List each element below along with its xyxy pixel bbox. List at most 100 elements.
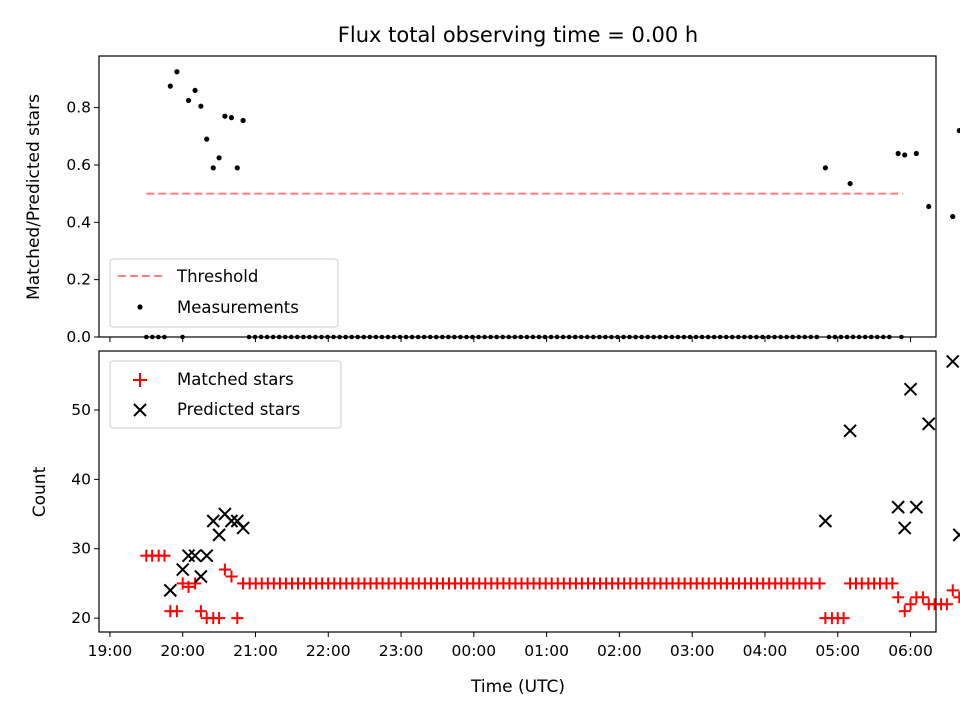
bottom-ytick-label: 50 — [71, 401, 91, 419]
measurement-point — [246, 334, 252, 340]
top-ytick-label: 0.0 — [66, 328, 91, 346]
predicted-x-b — [181, 548, 196, 563]
measurement-point — [790, 334, 795, 340]
xtick-label: 00:00 — [451, 642, 496, 660]
measurement-point — [192, 87, 198, 94]
measurement-point — [397, 334, 403, 340]
matched-star-point — [953, 591, 960, 604]
measurement-point — [452, 334, 457, 340]
measurement-point — [349, 334, 355, 340]
measurement-point — [572, 334, 578, 340]
matched-star-point — [170, 605, 183, 618]
measurement-point — [198, 103, 204, 109]
measurement-point — [899, 334, 904, 340]
measurements-legend-swatch — [137, 304, 143, 310]
predicted-x-b — [218, 507, 232, 521]
matched-star-point — [940, 598, 953, 611]
measurement-point — [373, 334, 379, 340]
predicted-x-b — [952, 532, 960, 542]
predicted-x-b — [175, 562, 190, 577]
predicted-star-point — [843, 424, 857, 438]
measurement-point — [331, 334, 336, 340]
matched-legend-label: Matched stars — [177, 370, 294, 389]
matched-star-point — [218, 563, 231, 576]
predicted-x-b — [891, 500, 905, 514]
measurement-point — [784, 334, 789, 340]
measurement-point — [802, 334, 808, 340]
measurement-point — [385, 334, 391, 340]
measurement-point — [301, 334, 306, 340]
measurement-point — [669, 334, 675, 340]
measurement-point — [403, 334, 409, 340]
predicted-x-b — [188, 548, 202, 563]
measurement-point — [216, 155, 222, 161]
predicted-x-b — [224, 514, 239, 528]
xtick-label: 03:00 — [670, 642, 715, 660]
measurement-point — [621, 334, 626, 340]
matched-star-point — [158, 549, 171, 562]
measurement-point — [772, 334, 777, 340]
predicted-star-point — [897, 521, 912, 535]
measurement-point — [778, 334, 783, 340]
measurement-point — [264, 334, 270, 340]
measurement-point — [895, 150, 901, 157]
bottom-ytick-label: 20 — [71, 609, 91, 627]
measurements-legend-label: Measurements — [177, 298, 299, 317]
xtick-label: 19:00 — [88, 642, 133, 660]
measurement-point — [902, 152, 908, 158]
measurement-point — [343, 334, 348, 340]
bottom-ylabel: Count — [30, 466, 50, 517]
predicted-x-b — [897, 521, 912, 535]
measurement-point — [742, 334, 747, 340]
measurement-point — [488, 334, 493, 340]
measurement-point — [295, 334, 300, 340]
predicted-x-b — [909, 500, 924, 514]
measurement-point — [512, 334, 518, 340]
measurement-point — [822, 165, 828, 171]
measurement-point — [766, 334, 771, 340]
matched-star-point — [813, 577, 826, 590]
predicted-x-b — [163, 583, 178, 598]
xtick-label: 01:00 — [524, 642, 569, 660]
measurement-point — [729, 334, 735, 340]
measurement-point — [500, 334, 506, 340]
matched-star-point — [225, 570, 238, 583]
top-panel-frame — [98, 55, 937, 338]
measurement-point — [524, 334, 530, 340]
predicted-star-point — [922, 417, 936, 431]
matched-star-point — [182, 580, 195, 593]
matched-star-point — [946, 584, 959, 597]
measurement-point — [760, 334, 765, 340]
chart-title: Flux total observing time = 0.00 h — [338, 23, 698, 47]
measurement-point — [506, 334, 512, 340]
top-panel: Matched/Predicted stars 0.00.20.40.60.8 … — [24, 55, 960, 346]
measurement-point — [548, 334, 554, 340]
matched-legend-swatch — [133, 373, 147, 387]
predicted-x-b — [818, 514, 833, 528]
measurement-point — [560, 334, 566, 340]
measurement-point — [240, 117, 246, 124]
measurement-point — [844, 334, 850, 340]
measurement-point — [234, 165, 240, 171]
measurement-point — [681, 334, 687, 340]
measurement-point — [651, 334, 657, 340]
measurement-point — [288, 334, 294, 340]
measurement-point — [597, 334, 602, 340]
measurement-point — [796, 334, 802, 340]
measurement-point — [847, 180, 853, 187]
measurement-point — [887, 334, 892, 340]
measurement-point — [427, 334, 433, 340]
measurement-point — [494, 334, 499, 340]
measurement-point — [736, 334, 741, 340]
measurement-point — [391, 334, 397, 340]
predicted-legend-swatch — [133, 403, 147, 417]
top-ytick-label: 0.8 — [66, 99, 91, 117]
bottom-panel-frame — [98, 350, 937, 633]
measurement-point — [319, 334, 324, 340]
predicted-x-b — [200, 548, 214, 563]
matched-star-point — [194, 605, 207, 618]
predicted-x-b — [230, 514, 244, 528]
measurement-point — [808, 334, 814, 340]
predicted-star-point — [952, 528, 960, 542]
